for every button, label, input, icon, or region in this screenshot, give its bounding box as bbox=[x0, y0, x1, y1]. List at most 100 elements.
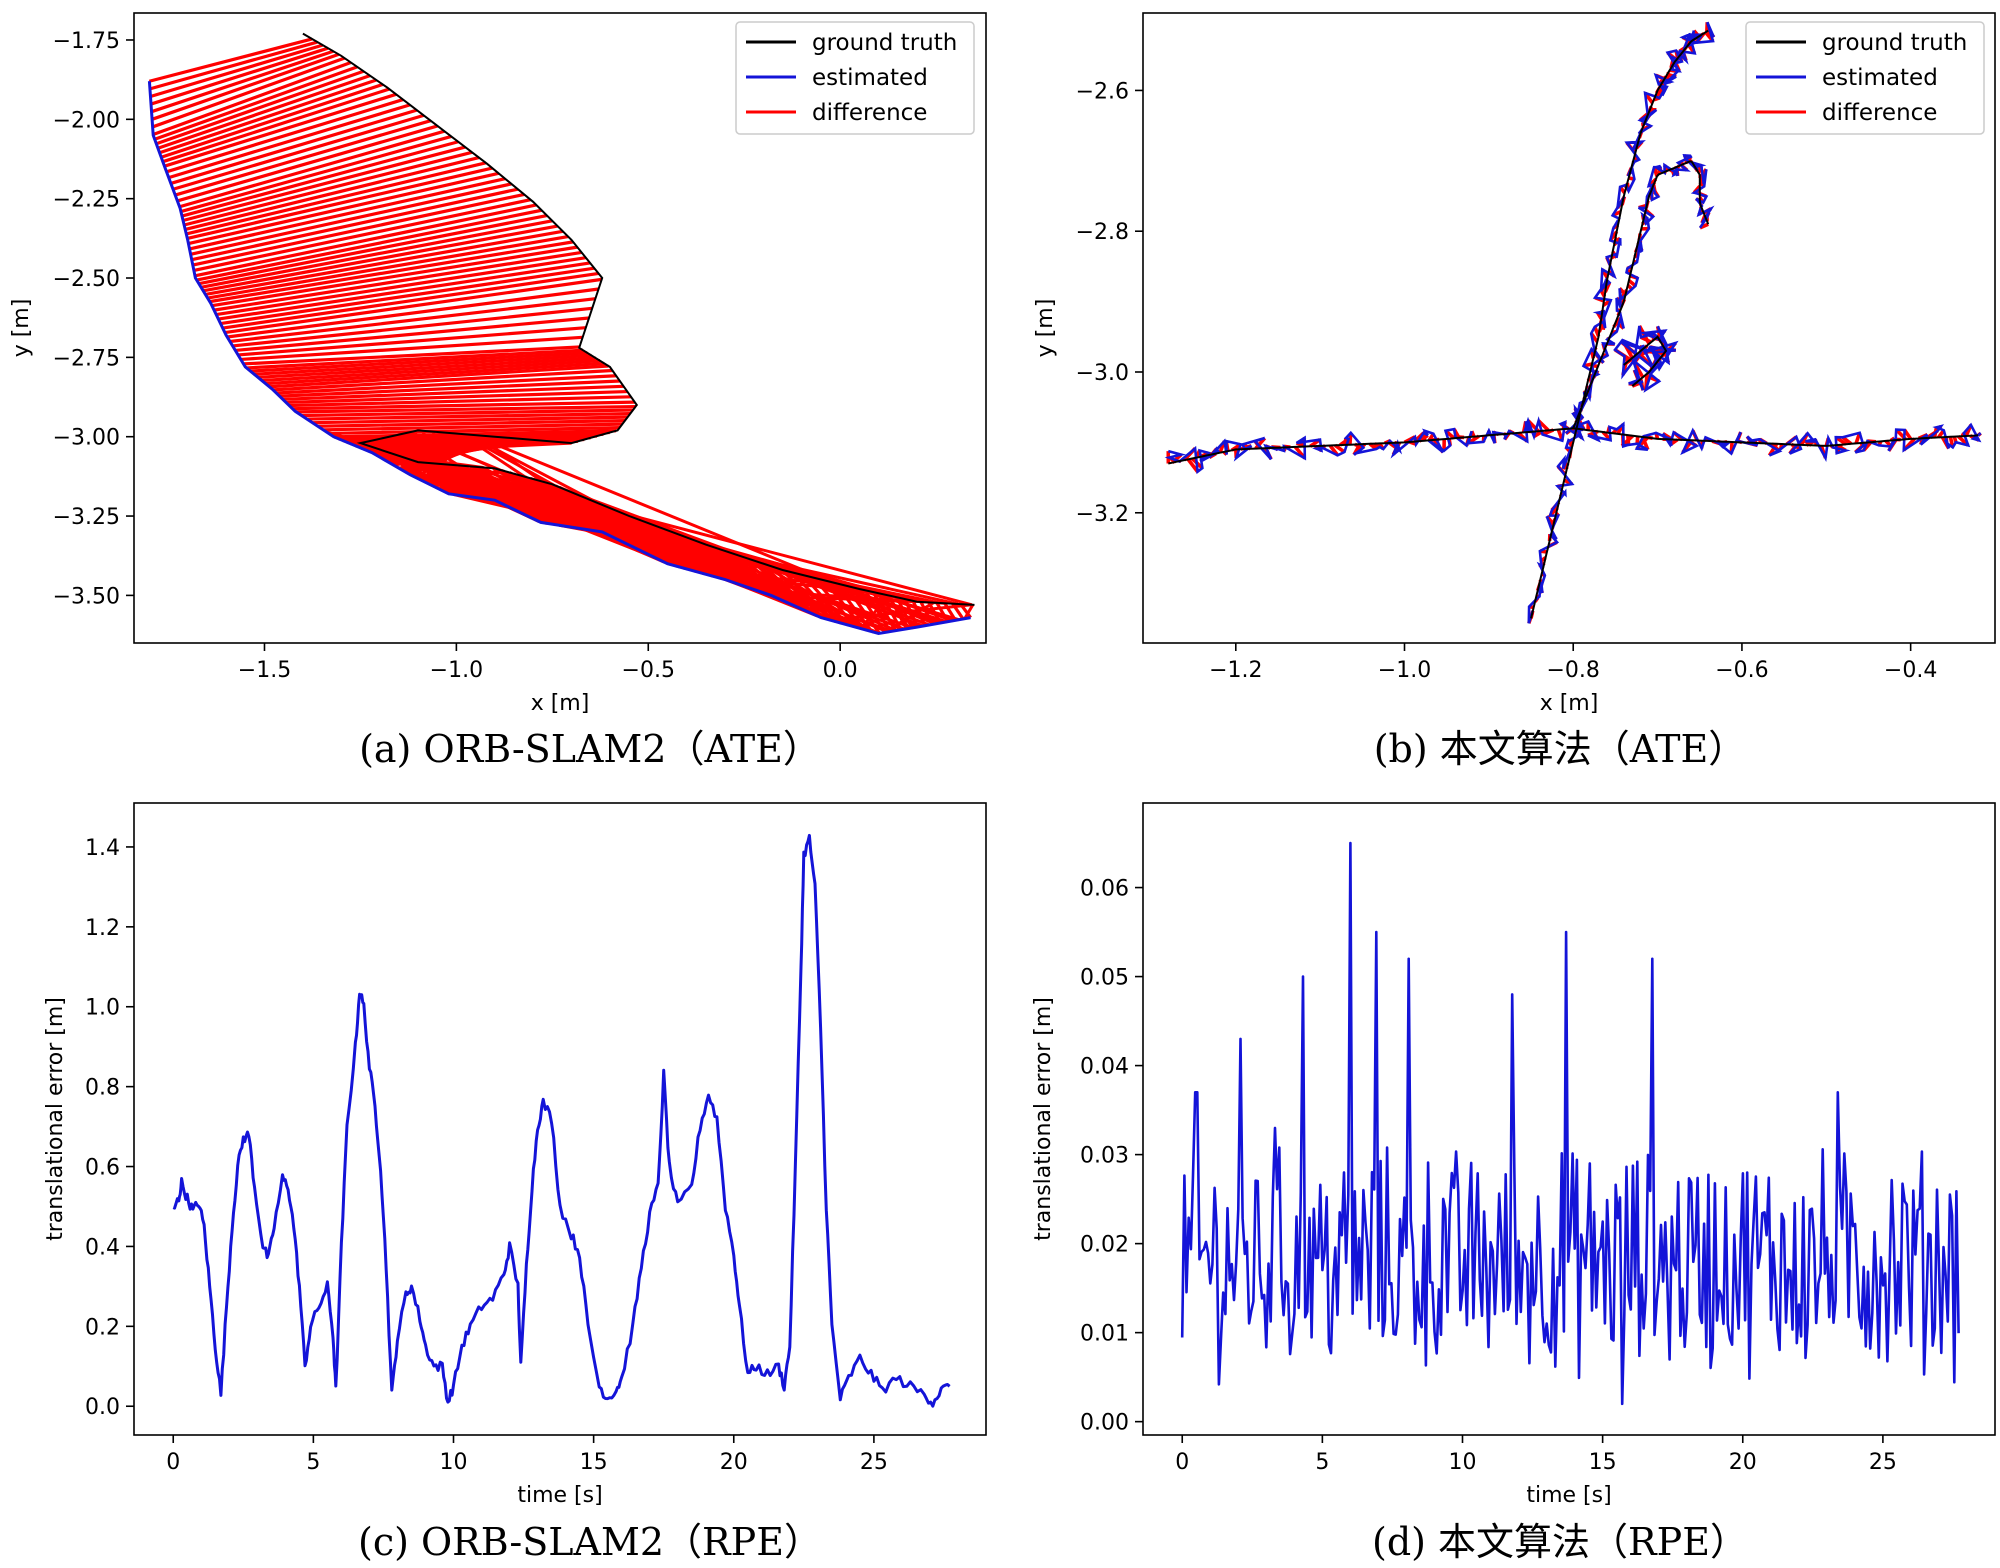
panel-a-legend-estimated: estimated bbox=[812, 65, 928, 91]
panel-a-xlabel: x [m] bbox=[531, 691, 590, 716]
panel-a-difference-segment bbox=[963, 604, 975, 620]
panel-b-x-tick-label: −0.8 bbox=[1547, 658, 1600, 683]
panel-c-y-tick-label: 1.0 bbox=[85, 996, 120, 1021]
panel-a-difference-segment bbox=[166, 98, 404, 174]
panel-a-difference-segment bbox=[187, 166, 493, 240]
panel-a-difference-segment bbox=[163, 92, 397, 168]
panel-a-difference-segment bbox=[218, 261, 591, 321]
panel-a-difference-segment bbox=[243, 345, 580, 366]
panel-a-y-ticks: −1.75 −2.00 −2.25 −2.50 −2.75 −3.00 −3.25 −3.50 bbox=[53, 29, 134, 609]
panel-a-difference-segment bbox=[172, 113, 425, 191]
panel-c-y-tick-label: 0.0 bbox=[85, 1395, 120, 1420]
panel-b-estimated-segment bbox=[1164, 416, 1982, 475]
panel-a-difference-segment bbox=[312, 415, 628, 425]
panel-b-ground-truth-segment bbox=[1572, 160, 1710, 429]
panel-a-legend-ground-truth: ground truth bbox=[812, 30, 957, 56]
panel-a-difference-segment bbox=[246, 348, 584, 370]
panel-b-estimated-segment bbox=[1564, 153, 1715, 435]
panel-a-difference-segment bbox=[150, 46, 329, 106]
panel-a-difference-segment bbox=[179, 129, 445, 209]
panel-a-y-tick-label: −2.50 bbox=[53, 267, 120, 292]
panel-a-difference-segment bbox=[213, 250, 582, 312]
panel-b-y-tick-label: −3.2 bbox=[1076, 502, 1129, 527]
panel-a-difference-segment bbox=[272, 368, 613, 392]
panel-b-legend: ground truth estimated difference bbox=[1745, 21, 1985, 135]
panel-d-y-tick-label: 0.05 bbox=[1080, 966, 1129, 991]
panel-a: −1.5 −1.0 −0.5 0.0 −1.75 −2.00 −2.25 −2.50 −2.7… bbox=[9, 12, 987, 771]
panel-a-legend-difference: difference bbox=[812, 100, 927, 126]
panel-d-x-tick-label: 5 bbox=[1315, 1450, 1329, 1475]
panel-a-difference-segment bbox=[285, 389, 628, 405]
panel-a-caption: (a) ORB-SLAM2（ATE） bbox=[359, 727, 821, 771]
panel-a-difference-segment bbox=[148, 37, 313, 83]
panel-c-x-tick-label: 0 bbox=[166, 1450, 180, 1475]
panel-a-difference-segment bbox=[192, 192, 525, 267]
panel-a-difference-segment bbox=[269, 364, 609, 389]
panel-a-difference-segment bbox=[162, 87, 390, 164]
panel-a-difference-segment bbox=[276, 374, 617, 395]
panel-a-difference-segment bbox=[182, 145, 466, 223]
panel-a-difference-segment bbox=[152, 56, 346, 129]
panel-a-difference-segment bbox=[168, 103, 411, 180]
panel-c-y-tick-label: 0.6 bbox=[85, 1156, 120, 1181]
panel-a-x-tick-label: 0.0 bbox=[823, 658, 858, 683]
panel-b-x-tick-label: −0.6 bbox=[1715, 658, 1768, 683]
panel-a-difference-segment bbox=[183, 150, 473, 227]
panel-c-y-tick-label: 0.2 bbox=[85, 1315, 120, 1340]
panel-b-x-ticks: −1.2 −1.0 −0.8 −0.6 −0.4 bbox=[1209, 643, 1937, 683]
panel-d-caption: (d) 本文算法（RPE） bbox=[1372, 1520, 1748, 1564]
panel-a-difference-segment bbox=[296, 404, 636, 414]
panel-a-difference-segment bbox=[180, 134, 452, 214]
panel-d-y-tick-label: 0.03 bbox=[1080, 1144, 1129, 1169]
panel-a-difference-segment bbox=[289, 395, 632, 408]
panel-b-xlabel: x [m] bbox=[1540, 691, 1599, 716]
panel-b-ground-truth-lines bbox=[1168, 29, 1979, 619]
panel-b-x-tick-label: −0.4 bbox=[1884, 658, 1937, 683]
panel-a-difference-segment bbox=[189, 177, 506, 251]
panel-d-y-tick-label: 0.06 bbox=[1080, 877, 1129, 902]
panel-c-y-ticks: 0.0 0.2 0.4 0.6 0.8 1.0 1.2 1.4 bbox=[85, 836, 134, 1420]
panel-a-difference-segment bbox=[215, 256, 587, 317]
panel-d-x-ticks: 0 5 10 15 20 25 bbox=[1175, 1435, 1897, 1475]
panel-a-legend: ground truth estimated difference bbox=[735, 21, 975, 135]
panel-a-difference-segment bbox=[254, 353, 592, 376]
panel-d-xlabel: time [s] bbox=[1526, 1483, 1611, 1508]
panel-b-x-tick-label: −1.0 bbox=[1378, 658, 1431, 683]
panel-a-difference-segment bbox=[237, 326, 586, 357]
panel-b-y-tick-label: −2.8 bbox=[1076, 220, 1129, 245]
panel-a-difference-segment bbox=[151, 49, 334, 114]
panel-d-y-ticks: 0.00 0.01 0.02 0.03 0.04 0.05 0.06 bbox=[1080, 877, 1143, 1436]
panel-a-difference-segment bbox=[261, 359, 601, 383]
panel-c-xlabel: time [s] bbox=[517, 1483, 602, 1508]
panel-a-difference-segment bbox=[205, 229, 564, 297]
panel-c-x-tick-label: 10 bbox=[440, 1450, 468, 1475]
panel-a-difference-segment bbox=[227, 287, 599, 339]
panel-a-difference-segment bbox=[181, 140, 459, 218]
panel-a-difference-segment bbox=[184, 156, 480, 232]
panel-b-y-tick-label: −3.0 bbox=[1076, 361, 1129, 386]
panel-a-estimated-line bbox=[147, 81, 971, 636]
panel-c-x-tick-label: 15 bbox=[580, 1450, 608, 1475]
panel-b-estimated-segment bbox=[1527, 21, 1715, 624]
panel-c-axes-frame bbox=[133, 802, 987, 1436]
panel-b: −1.2 −1.0 −0.8 −0.6 −0.4 −2.6 −2.8 −3.0 −3.2 x … bbox=[1033, 12, 1996, 771]
panel-d-x-tick-label: 25 bbox=[1869, 1450, 1897, 1475]
panel-b-legend-ground-truth: ground truth bbox=[1822, 30, 1967, 56]
panel-a-x-tick-label: −1.5 bbox=[238, 658, 291, 683]
panel-d-x-tick-label: 15 bbox=[1589, 1450, 1617, 1475]
panel-a-difference-segment bbox=[409, 430, 889, 634]
panel-b-ylabel: y [m] bbox=[1033, 299, 1058, 358]
panel-a-difference-segment bbox=[306, 411, 631, 421]
panel-c: 0 5 10 15 20 25 0.0 0.2 0.4 0.6 0.8 1.0 1.2 1.4 time… bbox=[43, 802, 987, 1564]
panel-a-difference-segment bbox=[240, 335, 583, 362]
panel-a-difference-segment bbox=[328, 426, 620, 436]
panel-a-difference-segment bbox=[265, 361, 605, 386]
panel-a-difference-segment bbox=[279, 379, 620, 398]
panel-a-y-tick-label: −3.25 bbox=[53, 505, 120, 530]
panel-a-difference-segment bbox=[229, 297, 596, 344]
panel-a-difference-segment bbox=[193, 198, 531, 272]
panel-a-difference-segment bbox=[149, 43, 324, 99]
panel-b-estimated-lines bbox=[1164, 21, 1982, 624]
panel-a-difference-segment bbox=[841, 583, 960, 622]
panel-a-difference-segment bbox=[198, 213, 548, 286]
